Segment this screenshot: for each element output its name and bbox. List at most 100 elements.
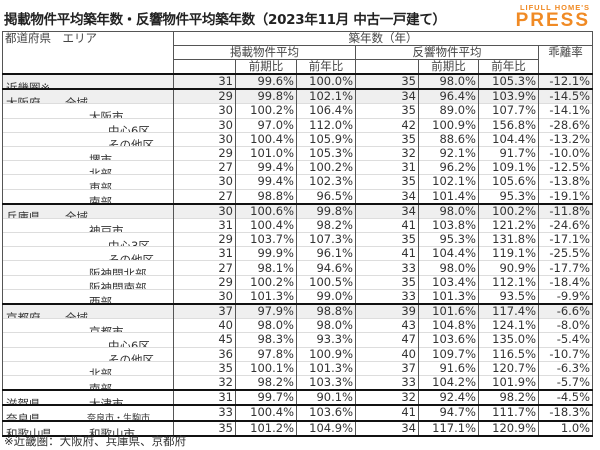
response-avg-cell: 42 [355, 117, 419, 133]
listed-avg-cell: 29 [173, 145, 236, 161]
table-row: 中心6区 45 98.3% 93.3% 47 103.6% 135.0% -5.4% [2, 332, 594, 348]
listed-yoy-cell: 99.0% [296, 288, 356, 304]
listed-qoq-cell: 98.3% [235, 332, 297, 348]
response-yoy-cell: 120.7% [478, 360, 539, 376]
area-label: 中心6区 [108, 124, 150, 133]
footnote: ※近畿圏：大阪府、兵庫県、京都府 [4, 434, 187, 448]
gap-rate-cell: -12.5% [537, 160, 594, 175]
listed-qoq-cell: 99.4% [235, 160, 297, 175]
listed-qoq-cell: 101.3% [235, 288, 297, 304]
table-row: 阪神間北部 27 98.1% 94.6% 33 98.0% 90.9% -17.7% [2, 260, 594, 276]
listed-qoq-cell: 98.2% [235, 374, 297, 391]
response-avg-cell: 47 [355, 332, 419, 348]
listed-qoq-cell: 100.4% [235, 404, 297, 421]
header-gap: 乖離率 [537, 45, 594, 75]
response-avg-cell: 41 [355, 217, 419, 233]
listed-qoq-cell: 99.7% [235, 389, 297, 406]
response-avg-cell: 35 [355, 274, 419, 290]
listed-avg-cell: 30 [173, 131, 236, 147]
header-response: 反響物件平均 [355, 45, 539, 60]
response-qoq-cell: 98.0% [418, 72, 479, 90]
data-table: 都道府県 エリア 築年数（年） 掲載物件平均 反響物件平均 乖離率 前期比 前年… [2, 31, 594, 437]
response-qoq-cell: 101.4% [418, 188, 479, 204]
area-label: その他区 [108, 353, 154, 362]
response-yoy-cell: 100.2% [478, 202, 539, 219]
area-label: 西部 [89, 295, 112, 304]
listed-yoy-cell: 94.6% [296, 260, 356, 276]
area-cell: 中心6区 [2, 332, 174, 348]
response-yoy-cell: 112.1% [478, 274, 539, 290]
gap-rate-cell: -25.5% [537, 246, 594, 261]
listed-avg-cell: 33 [173, 404, 236, 421]
table-row: 北部 35 100.1% 101.3% 37 91.6% 120.7% -6.3% [2, 360, 594, 376]
lifull-homes-press-logo: LIFULL HOME'S PRESS [516, 3, 590, 30]
table-row: 大阪市 30 100.2% 106.4% 35 89.0% 107.7% -14.1% [2, 103, 594, 119]
response-qoq-cell: 98.0% [418, 260, 479, 276]
area-label: 神戸市 [89, 224, 124, 233]
response-avg-cell: 43 [355, 318, 419, 333]
listed-avg-cell: 31 [173, 389, 236, 406]
gap-rate-cell: -5.4% [537, 332, 594, 348]
response-avg-cell: 33 [355, 374, 419, 391]
area-cell: 近畿圏※ [2, 72, 174, 90]
area-cell: その他区 [2, 346, 174, 362]
area-label: 阪神間北部 [89, 267, 147, 276]
listed-yoy-cell: 105.3% [296, 145, 356, 161]
table-row: その他区 30 100.4% 105.9% 35 88.6% 104.4% -13.2% [2, 131, 594, 147]
area-cell: 阪神間北部 [2, 260, 174, 276]
response-qoq-cell: 117.1% [418, 419, 479, 437]
listed-yoy-cell: 106.4% [296, 103, 356, 119]
listed-avg-cell: 36 [173, 346, 236, 362]
response-qoq-cell: 104.4% [418, 246, 479, 261]
listed-yoy-cell: 105.9% [296, 131, 356, 147]
response-avg-cell: 33 [355, 288, 419, 304]
response-qoq-cell: 92.4% [418, 389, 479, 406]
gap-rate-cell: -6.6% [537, 303, 594, 319]
response-qoq-cell: 89.0% [418, 103, 479, 119]
gap-rate-cell: -19.1% [537, 188, 594, 204]
gap-rate-cell: -12.1% [537, 72, 594, 90]
listed-yoy-cell: 100.9% [296, 346, 356, 362]
response-yoy-cell: 156.8% [478, 117, 539, 133]
prefecture-label: 兵庫県 [6, 210, 41, 219]
listed-avg-cell: 29 [173, 88, 236, 104]
listed-avg-cell: 30 [173, 117, 236, 133]
prefecture-label: 京都府 [6, 310, 41, 319]
response-yoy-cell: 105.6% [478, 174, 539, 189]
area-label: 大津市 [89, 396, 124, 406]
response-yoy-cell: 98.2% [478, 389, 539, 406]
area-label: その他区 [108, 138, 154, 147]
response-avg-cell: 35 [355, 232, 419, 247]
response-yoy-cell: 107.7% [478, 103, 539, 119]
response-avg-cell: 39 [355, 303, 419, 319]
listed-yoy-cell: 90.1% [296, 389, 356, 406]
area-cell: 南部 [2, 374, 174, 391]
response-qoq-cell: 96.4% [418, 88, 479, 104]
area-cell: 京都府 全域 [2, 303, 174, 319]
header-listed-qoq: 前期比 [235, 59, 297, 75]
listed-qoq-cell: 98.8% [235, 188, 297, 204]
listed-avg-cell: 31 [173, 72, 236, 90]
area-label: 堺市 [89, 152, 112, 161]
area-cell: 西部 [2, 288, 174, 304]
response-qoq-cell: 109.7% [418, 346, 479, 362]
table-row: 南部 27 98.8% 96.5% 34 101.4% 95.3% -19.1% [2, 188, 594, 204]
response-qoq-cell: 104.8% [418, 318, 479, 333]
header-area: 都道府県 エリア [2, 31, 174, 75]
area-label: 中心6区 [108, 338, 150, 348]
response-qoq-cell: 91.6% [418, 360, 479, 376]
response-avg-cell: 41 [355, 404, 419, 421]
response-yoy-cell: 119.1% [478, 246, 539, 261]
table-row: 中心6区 30 97.0% 112.0% 42 100.9% 156.8% -28.6% [2, 117, 594, 133]
table-row: 堺市 29 101.0% 105.3% 32 92.1% 91.7% -10.0% [2, 145, 594, 161]
listed-yoy-cell: 99.8% [296, 202, 356, 219]
table-row: 近畿圏※ 31 99.6% 100.0% 35 98.0% 105.3% -12.1% [2, 72, 594, 90]
response-yoy-cell: 105.3% [478, 72, 539, 90]
response-avg-cell: 40 [355, 346, 419, 362]
listed-yoy-cell: 112.0% [296, 117, 356, 133]
listed-qoq-cell: 99.4% [235, 174, 297, 189]
prefecture-label: 和歌山県 [6, 427, 52, 436]
gap-rate-cell: -6.3% [537, 360, 594, 376]
response-avg-cell: 37 [355, 360, 419, 376]
listed-avg-cell: 32 [173, 374, 236, 391]
